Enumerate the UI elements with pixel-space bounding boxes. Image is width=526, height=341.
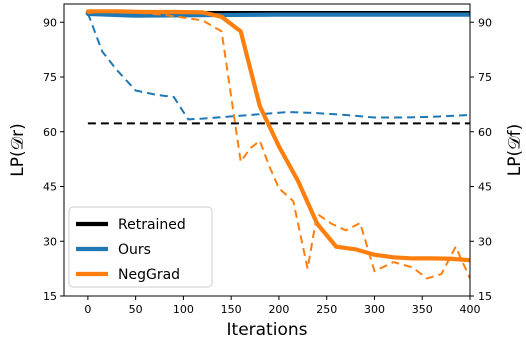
x-tick-label: 300 xyxy=(364,303,385,316)
y-right-tick-label: 75 xyxy=(478,71,492,84)
y-right-tick-label: 60 xyxy=(478,126,492,139)
y-axis-right-title: LP(𝒟f) xyxy=(505,124,525,177)
y-axis-left-title: LP(𝒟r) xyxy=(8,123,28,177)
legend: Retrained Ours NegGrad xyxy=(68,206,213,288)
x-tick-label: 0 xyxy=(84,303,91,316)
x-tick-label: 200 xyxy=(268,303,289,316)
legend-label-neggrad: NegGrad xyxy=(118,267,180,283)
plot-frame xyxy=(63,3,471,297)
y-left-tick-label: 90 xyxy=(43,16,57,29)
series-line-neggrad-df xyxy=(87,9,470,280)
legend-box xyxy=(68,206,213,288)
x-tick-label: 100 xyxy=(173,303,194,316)
x-tick-label: 150 xyxy=(221,303,242,316)
y-left-tick-label: 75 xyxy=(43,71,57,84)
series-layer xyxy=(85,9,470,280)
x-axis-title: Iterations xyxy=(227,320,308,340)
y-right-tick-label: 15 xyxy=(478,290,492,303)
ticks-layer: 0 50 100 150 200 250 300 350 4001530456075901530… xyxy=(43,16,492,316)
y-left-tick-label: 60 xyxy=(43,126,57,139)
y-right-tick-label: 90 xyxy=(478,16,492,29)
y-right-tick-label: 30 xyxy=(478,235,492,248)
x-tick-label: 250 xyxy=(316,303,337,316)
y-left-tick-label: 30 xyxy=(43,235,57,248)
series-line-ours-dr xyxy=(85,11,470,18)
y-left-tick-label: 45 xyxy=(43,181,57,194)
series-line-ours-df xyxy=(86,12,470,121)
x-tick-label: 400 xyxy=(460,303,481,316)
y-right-tick-label: 45 xyxy=(478,181,492,194)
series-line-neggrad-dr xyxy=(85,9,470,263)
legend-label-retrained: Retrained xyxy=(118,217,186,233)
x-tick-label: 50 xyxy=(129,303,143,316)
y-left-tick-label: 15 xyxy=(43,290,57,303)
x-tick-label: 350 xyxy=(412,303,433,316)
legend-label-ours: Ours xyxy=(118,242,151,258)
